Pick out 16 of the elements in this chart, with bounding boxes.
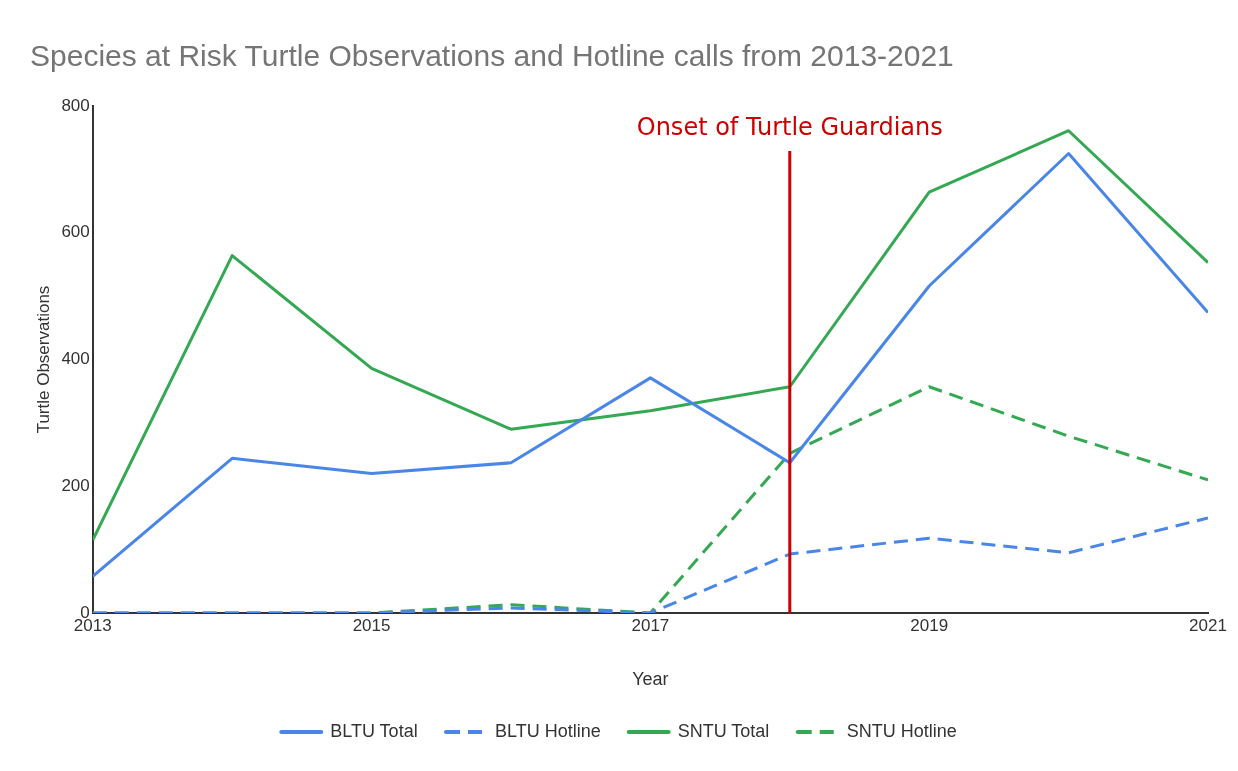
y-tick-label: 200 <box>61 475 90 495</box>
legend-label: BLTU Total <box>330 720 418 741</box>
x-axis-title: Year <box>632 669 669 690</box>
y-tick-label: 800 <box>61 95 90 115</box>
ref-line-label: Onset of Turtle Guardians <box>636 113 943 142</box>
legend-label: SNTU Hotline <box>846 720 957 741</box>
legend-label: SNTU Total <box>677 720 770 741</box>
y-tick-label: 400 <box>61 349 90 369</box>
y-tick-label: 600 <box>61 222 90 242</box>
legend-label: BLTU Hotline <box>494 720 601 741</box>
x-tick-label: 2021 <box>1189 615 1227 635</box>
chart-title: Species at Risk Turtle Observations and Hotline calls from 2013-2021 <box>30 39 954 73</box>
x-tick-label: 2019 <box>910 615 949 635</box>
x-tick-label: 2015 <box>352 615 391 635</box>
x-tick-label: 2017 <box>631 615 670 635</box>
y-axis-title: Turtle Observations <box>33 285 53 434</box>
